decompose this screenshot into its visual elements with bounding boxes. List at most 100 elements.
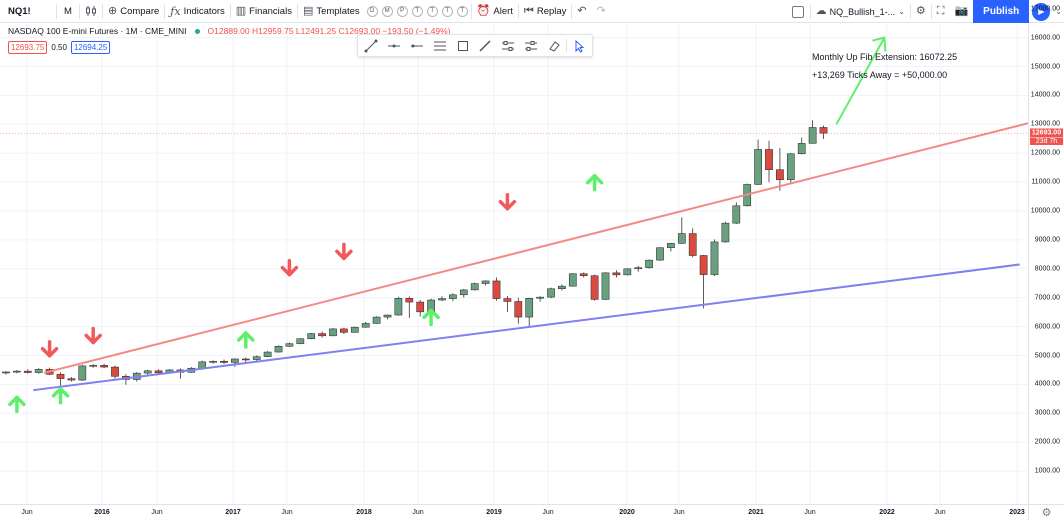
candle-up (89, 365, 98, 367)
price-tick-label: 7000.00 (1034, 294, 1060, 302)
interval-label: M (64, 5, 72, 17)
candle-up (601, 272, 610, 300)
rectangle-tool[interactable] (452, 36, 474, 55)
parallel-channel-tool[interactable] (429, 36, 451, 55)
candle-down (819, 127, 828, 134)
candle-up (710, 241, 719, 275)
settings-button[interactable]: ⚙ (911, 0, 931, 23)
alert-button[interactable]: ⏰ Alert (472, 0, 518, 23)
chart-style-button[interactable] (80, 0, 102, 23)
publish-menu-button[interactable]: ⌄ (1053, 0, 1064, 23)
candle-up (143, 370, 152, 374)
candle-up (558, 285, 566, 289)
interval-button[interactable]: M (57, 0, 79, 23)
replay-button[interactable]: ⏮ Replay (519, 0, 571, 23)
horizontal-ray-tool[interactable] (383, 36, 405, 55)
fib-target-arrow-head (872, 36, 887, 52)
symbol-search-button[interactable]: NQ1! (0, 0, 56, 23)
templates-button[interactable]: ▤ Templates (298, 0, 365, 23)
cursor-tool[interactable] (568, 36, 590, 55)
time-tick-label: 2017 (225, 509, 241, 516)
redo-icon: ↷ (596, 4, 606, 17)
time-tick-label: 2022 (879, 509, 895, 516)
candle-up (786, 153, 795, 181)
brush-icon (479, 39, 491, 52)
camera-icon: 📷 (954, 5, 969, 17)
trend-line-tool[interactable] (360, 36, 382, 55)
price-axis[interactable]: 17000.00 16000.00 15000.00 14000.00 13000.00… (1028, 5, 1064, 504)
last-price-label: 12693.00 (1030, 128, 1063, 138)
price-tick-label: 10000.00 (1030, 207, 1060, 215)
time-tick-label: 2021 (748, 509, 764, 516)
sliders-icon (502, 40, 515, 51)
financials-icon: ▥ (235, 4, 247, 17)
candle-down (340, 328, 348, 333)
candle-down (688, 233, 697, 256)
candle-up (438, 298, 446, 301)
price-tick-label: 12000.00 (1030, 149, 1060, 157)
candle-up (667, 243, 675, 248)
indicators-button[interactable]: ƒx Indicators (165, 0, 229, 23)
down-arrow-marker (498, 192, 517, 211)
candle-up (656, 247, 664, 261)
financials-button[interactable]: ▥ Financials (231, 0, 297, 23)
upper-trendline (43, 122, 1028, 374)
candle-up (808, 127, 817, 144)
candle-up (78, 365, 87, 381)
measure-tool[interactable] (497, 36, 519, 55)
publish-button[interactable]: Publish (973, 0, 1030, 23)
symbol-label: NQ1! (8, 5, 31, 17)
candle-down (776, 169, 784, 181)
up-arrow-head (422, 308, 440, 320)
time-tick-label: Jun (21, 509, 33, 516)
toolbar-divider (229, 3, 231, 19)
price-tick-label: 17000.00 (1030, 5, 1060, 13)
settings-tool[interactable] (520, 36, 542, 55)
candle-down (405, 298, 414, 303)
buy-button[interactable]: 12694.25 (70, 41, 111, 54)
horizontal-line-tool[interactable] (406, 36, 428, 55)
drawings-layer (8, 36, 1028, 414)
fib-extension-note[interactable]: Monthly Up Fib Extension: 16072.25 (812, 52, 958, 62)
publish-video-button[interactable]: ▶ (1032, 2, 1051, 21)
time-tick-label: Jun (804, 509, 816, 516)
candle-down (699, 255, 708, 275)
brush-tool[interactable] (474, 36, 496, 55)
candle-up (459, 289, 468, 296)
template-badge[interactable]: T (411, 5, 423, 17)
template-badge[interactable]: T (441, 5, 453, 17)
template-badge[interactable]: T (426, 5, 438, 17)
up-arrow-marker (585, 173, 604, 192)
template-badge[interactable]: M (381, 5, 393, 17)
templates-label: Templates (316, 5, 360, 17)
chart-canvas[interactable] (0, 24, 1028, 504)
template-badge[interactable]: T (456, 5, 468, 17)
candle-down (416, 301, 425, 313)
redo-button[interactable]: ↷ (592, 0, 611, 23)
time-axis[interactable]: Jun 2016 Jun 2017 Jun 2018 Jun 2019 Jun 2020 Jun 20… (0, 504, 1028, 520)
fullscreen-toggle-checkbox[interactable] (791, 5, 804, 18)
template-badge[interactable]: D (366, 5, 378, 17)
ticks-away-note[interactable]: +13,269 Ticks Away = +50,000.00 (812, 70, 948, 80)
layout-name-button[interactable]: ☁ NQ_Bullish_1-... ⌄ (811, 6, 910, 17)
toolbar-right: ☁ NQ_Bullish_1-... ⌄ ⚙ ⛶ 📷 Publish ▶ ⌄ (786, 0, 1064, 23)
candle-down (514, 301, 523, 318)
series-title[interactable]: NASDAQ 100 E-mini Futures · 1M · CME_MIN… (8, 26, 187, 36)
sell-button[interactable]: 12693.75 (8, 41, 48, 54)
eraser-icon (549, 40, 560, 52)
undo-button[interactable]: ↶ (572, 0, 591, 23)
candle-down (241, 358, 250, 361)
fullscreen-button[interactable]: ⛶ (932, 0, 950, 23)
time-tick-label: 2020 (619, 509, 635, 516)
down-arrow-marker (280, 258, 299, 277)
snapshot-button[interactable]: 📷 (949, 0, 973, 23)
axis-settings-button[interactable]: ⚙ (1028, 504, 1064, 520)
time-tick-label: Jun (934, 509, 946, 516)
chevron-down-icon: ⌄ (1055, 6, 1062, 16)
candle-up (252, 356, 261, 360)
eraser-tool[interactable] (543, 36, 565, 55)
candle-up (329, 328, 337, 337)
template-badge[interactable]: P (396, 5, 408, 17)
compare-button[interactable]: ⊕ Compare (103, 0, 164, 23)
candle-up (231, 358, 239, 363)
